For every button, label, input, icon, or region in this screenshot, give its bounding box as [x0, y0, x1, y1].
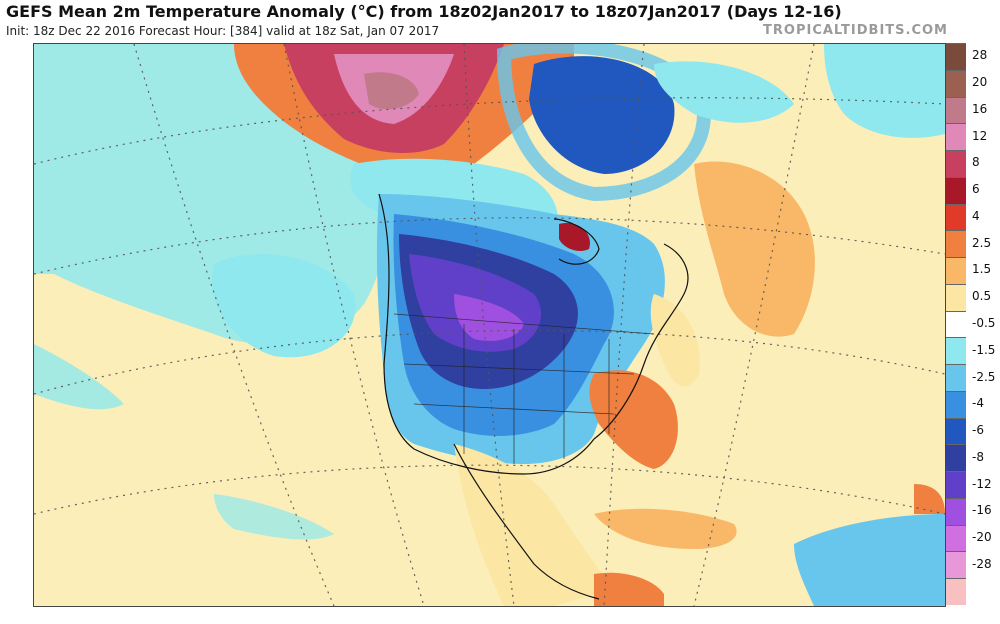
- colorbar-label: 8: [972, 155, 980, 170]
- colorbar-label: -4: [972, 396, 984, 411]
- colorbar-label: 0.5: [972, 289, 992, 304]
- hudson-bay-warm: [559, 223, 590, 251]
- colorbar-label: 2.5: [972, 235, 992, 250]
- colorbar-swatch: [946, 390, 966, 418]
- colorbar-label: -2.5: [972, 369, 996, 384]
- colorbar-swatch: [946, 96, 966, 124]
- southeast-warm: [589, 370, 678, 469]
- south-america-warm-edge: [914, 484, 945, 514]
- tropical-pacific-cool-2: [214, 494, 334, 540]
- temperature-colorbar: 28 20 16 12 8 6 4 2.5 1.5 0.5 -0.5 -1.5 -2.5 -4 -6 -8 -1…: [946, 43, 1000, 605]
- colorbar-swatch: [946, 551, 966, 579]
- anomaly-map: [33, 43, 946, 607]
- colorbar-label: -20: [972, 530, 992, 545]
- colorbar-swatch: [946, 123, 966, 151]
- coastlines: [378, 193, 689, 600]
- map-canvas: [34, 44, 945, 606]
- colorbar-label: 6: [972, 182, 980, 197]
- colorbar-label: -12: [972, 476, 992, 491]
- colorbar-label: -6: [972, 423, 984, 438]
- brand-watermark: TROPICALTIDBITS.COM: [763, 23, 948, 38]
- plains-coldest: [454, 294, 524, 341]
- central-america-warm: [594, 572, 664, 606]
- colorbar-swatch: [946, 524, 966, 552]
- colorbar-swatch: [946, 150, 966, 177]
- pacific-cool-patch-2: [212, 254, 356, 358]
- south-america-cool: [794, 514, 945, 606]
- colorbar-label: -8: [972, 449, 984, 464]
- colorbar-label: 1.5: [972, 262, 992, 277]
- colorbar-swatch: [946, 364, 966, 391]
- colorbar-label: -16: [972, 503, 992, 518]
- map-subtitle: Init: 18z Dec 22 2016 Forecast Hour: [38…: [6, 24, 440, 38]
- greenland-cold-region: [529, 56, 675, 175]
- alaska-innermost: [364, 72, 419, 110]
- latlon-grid: [34, 44, 945, 606]
- colorbar-label: 16: [972, 101, 988, 116]
- colorbar-swatch: [946, 176, 966, 204]
- colorbar-swatch: [946, 257, 966, 284]
- colorbar-label: 20: [972, 75, 988, 90]
- colorbar-swatch: [946, 578, 966, 605]
- colorbar-swatch: [946, 203, 966, 231]
- tropical-pacific-cool: [34, 344, 124, 410]
- caribbean-warm: [594, 508, 737, 549]
- colorbar-label: 12: [972, 128, 988, 143]
- colorbar-swatch: [946, 417, 966, 445]
- colorbar-swatch: [946, 497, 966, 525]
- colorbar-label: 4: [972, 208, 980, 223]
- atlantic-warm-band: [694, 161, 815, 337]
- colorbar-swatch: [946, 69, 966, 97]
- greenland-fringe: [496, 44, 712, 202]
- north-atlantic-cool: [654, 61, 794, 123]
- north-atlantic-cool-2: [824, 44, 945, 138]
- colorbar-swatch: [946, 43, 966, 70]
- colorbar-swatch: [946, 310, 966, 338]
- colorbar-swatch: [946, 444, 966, 472]
- political-boundaries: [393, 313, 655, 464]
- colorbar-swatch: [946, 230, 966, 258]
- colorbar-label: -1.5: [972, 342, 996, 357]
- colorbar-label: -0.5: [972, 316, 996, 330]
- mexico-region: [454, 444, 614, 606]
- map-title: GEFS Mean 2m Temperature Anomaly (°C) fr…: [6, 2, 842, 21]
- colorbar-swatch: [946, 337, 966, 365]
- colorbar-label: -28: [972, 556, 992, 571]
- colorbar-label: 28: [972, 48, 988, 63]
- east-coast-mild: [650, 294, 700, 387]
- colorbar-swatch: [946, 283, 966, 311]
- colorbar-swatch: [946, 471, 966, 498]
